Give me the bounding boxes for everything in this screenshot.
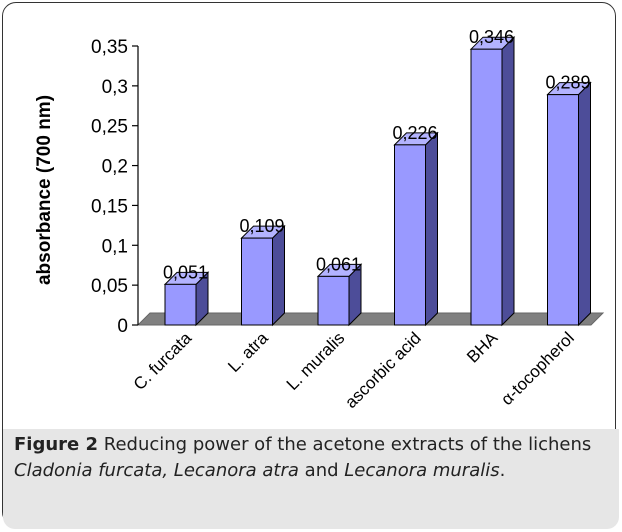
caption-species-1: Cladonia furcata, Lecanora atra [14, 460, 299, 481]
caption-label: Figure 2 [14, 434, 99, 455]
bar-front [547, 94, 579, 326]
category-label: α-tocopherol [497, 328, 578, 409]
bar-side [272, 224, 285, 327]
bar [163, 271, 210, 327]
category-label: ascorbic acid [341, 328, 425, 412]
bar-side [578, 81, 591, 327]
caption-band [3, 429, 619, 529]
figure-caption: Figure 2 Reducing power of the acetone e… [14, 432, 610, 484]
y-tick-label: 0,1 [102, 236, 128, 257]
bar [316, 263, 363, 327]
data-label: 0,109 [239, 216, 284, 236]
bar-front [470, 48, 503, 326]
caption-text: Reducing power of the acetone extracts o… [98, 434, 592, 455]
bar [240, 224, 286, 327]
y-tick-label: 0,2 [102, 157, 128, 178]
bar [469, 35, 516, 327]
category-label: BHA [463, 328, 502, 367]
y-tick-label: 0 [117, 316, 128, 337]
caption-and: and [298, 460, 345, 481]
category-label: L. atra [224, 328, 272, 376]
y-tick-label: 0,15 [91, 196, 128, 217]
y-axis-label: absorbance (700 nm) [34, 95, 55, 285]
bar-front [164, 283, 197, 326]
y-tick-label: 0,05 [91, 276, 128, 297]
bar [393, 131, 439, 327]
data-label: 0,061 [316, 254, 361, 274]
category-label: C. furcata [130, 328, 196, 394]
caption-species-2: Lecanora muralis [344, 460, 500, 481]
y-tick-label: 0,25 [91, 117, 128, 138]
bar-chart: absorbance (700 nm) 0 0,05 0,1 0,15 0,2 0,25 0… [34, 27, 605, 412]
chart-floor [136, 312, 605, 326]
data-label: 0,051 [163, 262, 208, 282]
bar-side [501, 35, 515, 327]
y-tick-label: 0,35 [91, 37, 128, 58]
data-label: 0,289 [545, 73, 590, 93]
bar-front [394, 144, 426, 326]
bar-side [425, 131, 438, 327]
bar [546, 81, 592, 327]
data-label: 0,346 [469, 27, 514, 47]
category-label: L. muralis [283, 328, 349, 394]
y-tick-label: 0,3 [102, 77, 128, 98]
data-label: 0,226 [392, 123, 437, 143]
bar-front [317, 275, 350, 326]
bar-front [241, 237, 273, 326]
caption-end: . [499, 460, 506, 481]
